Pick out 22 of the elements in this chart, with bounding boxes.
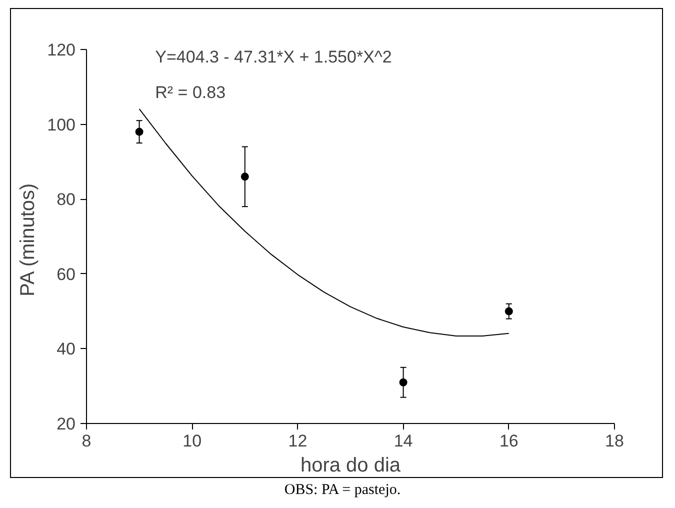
x-axis-title: hora do dia [300, 454, 402, 476]
y-tick-label: 40 [56, 340, 76, 359]
x-tick-label: 18 [605, 432, 624, 450]
line-series [138, 108, 510, 336]
annotation: Y=404.3 - 47.31*X + 1.550*X^2 [155, 48, 392, 67]
annotation: R² = 0.83 [155, 83, 226, 102]
y-tick-label: 120 [47, 40, 76, 60]
y-tick-label: 80 [56, 190, 76, 210]
x-tick-label: 8 [82, 432, 92, 450]
point [399, 378, 408, 386]
x-tick-label: 16 [499, 432, 518, 450]
point [504, 307, 513, 316]
x-tick-label: 14 [394, 432, 413, 450]
text: OBS: PA = pastejo. [284, 481, 401, 500]
point [135, 128, 144, 136]
y-tick-label: 20 [56, 414, 76, 434]
y-tick-label: 100 [47, 115, 76, 134]
point [240, 172, 249, 181]
x-tick-label: 12 [288, 432, 308, 450]
x-tick-label: 10 [182, 432, 202, 450]
y-tick-label: 60 [56, 264, 76, 284]
y-axis-title: PA (minutos) [17, 183, 40, 296]
